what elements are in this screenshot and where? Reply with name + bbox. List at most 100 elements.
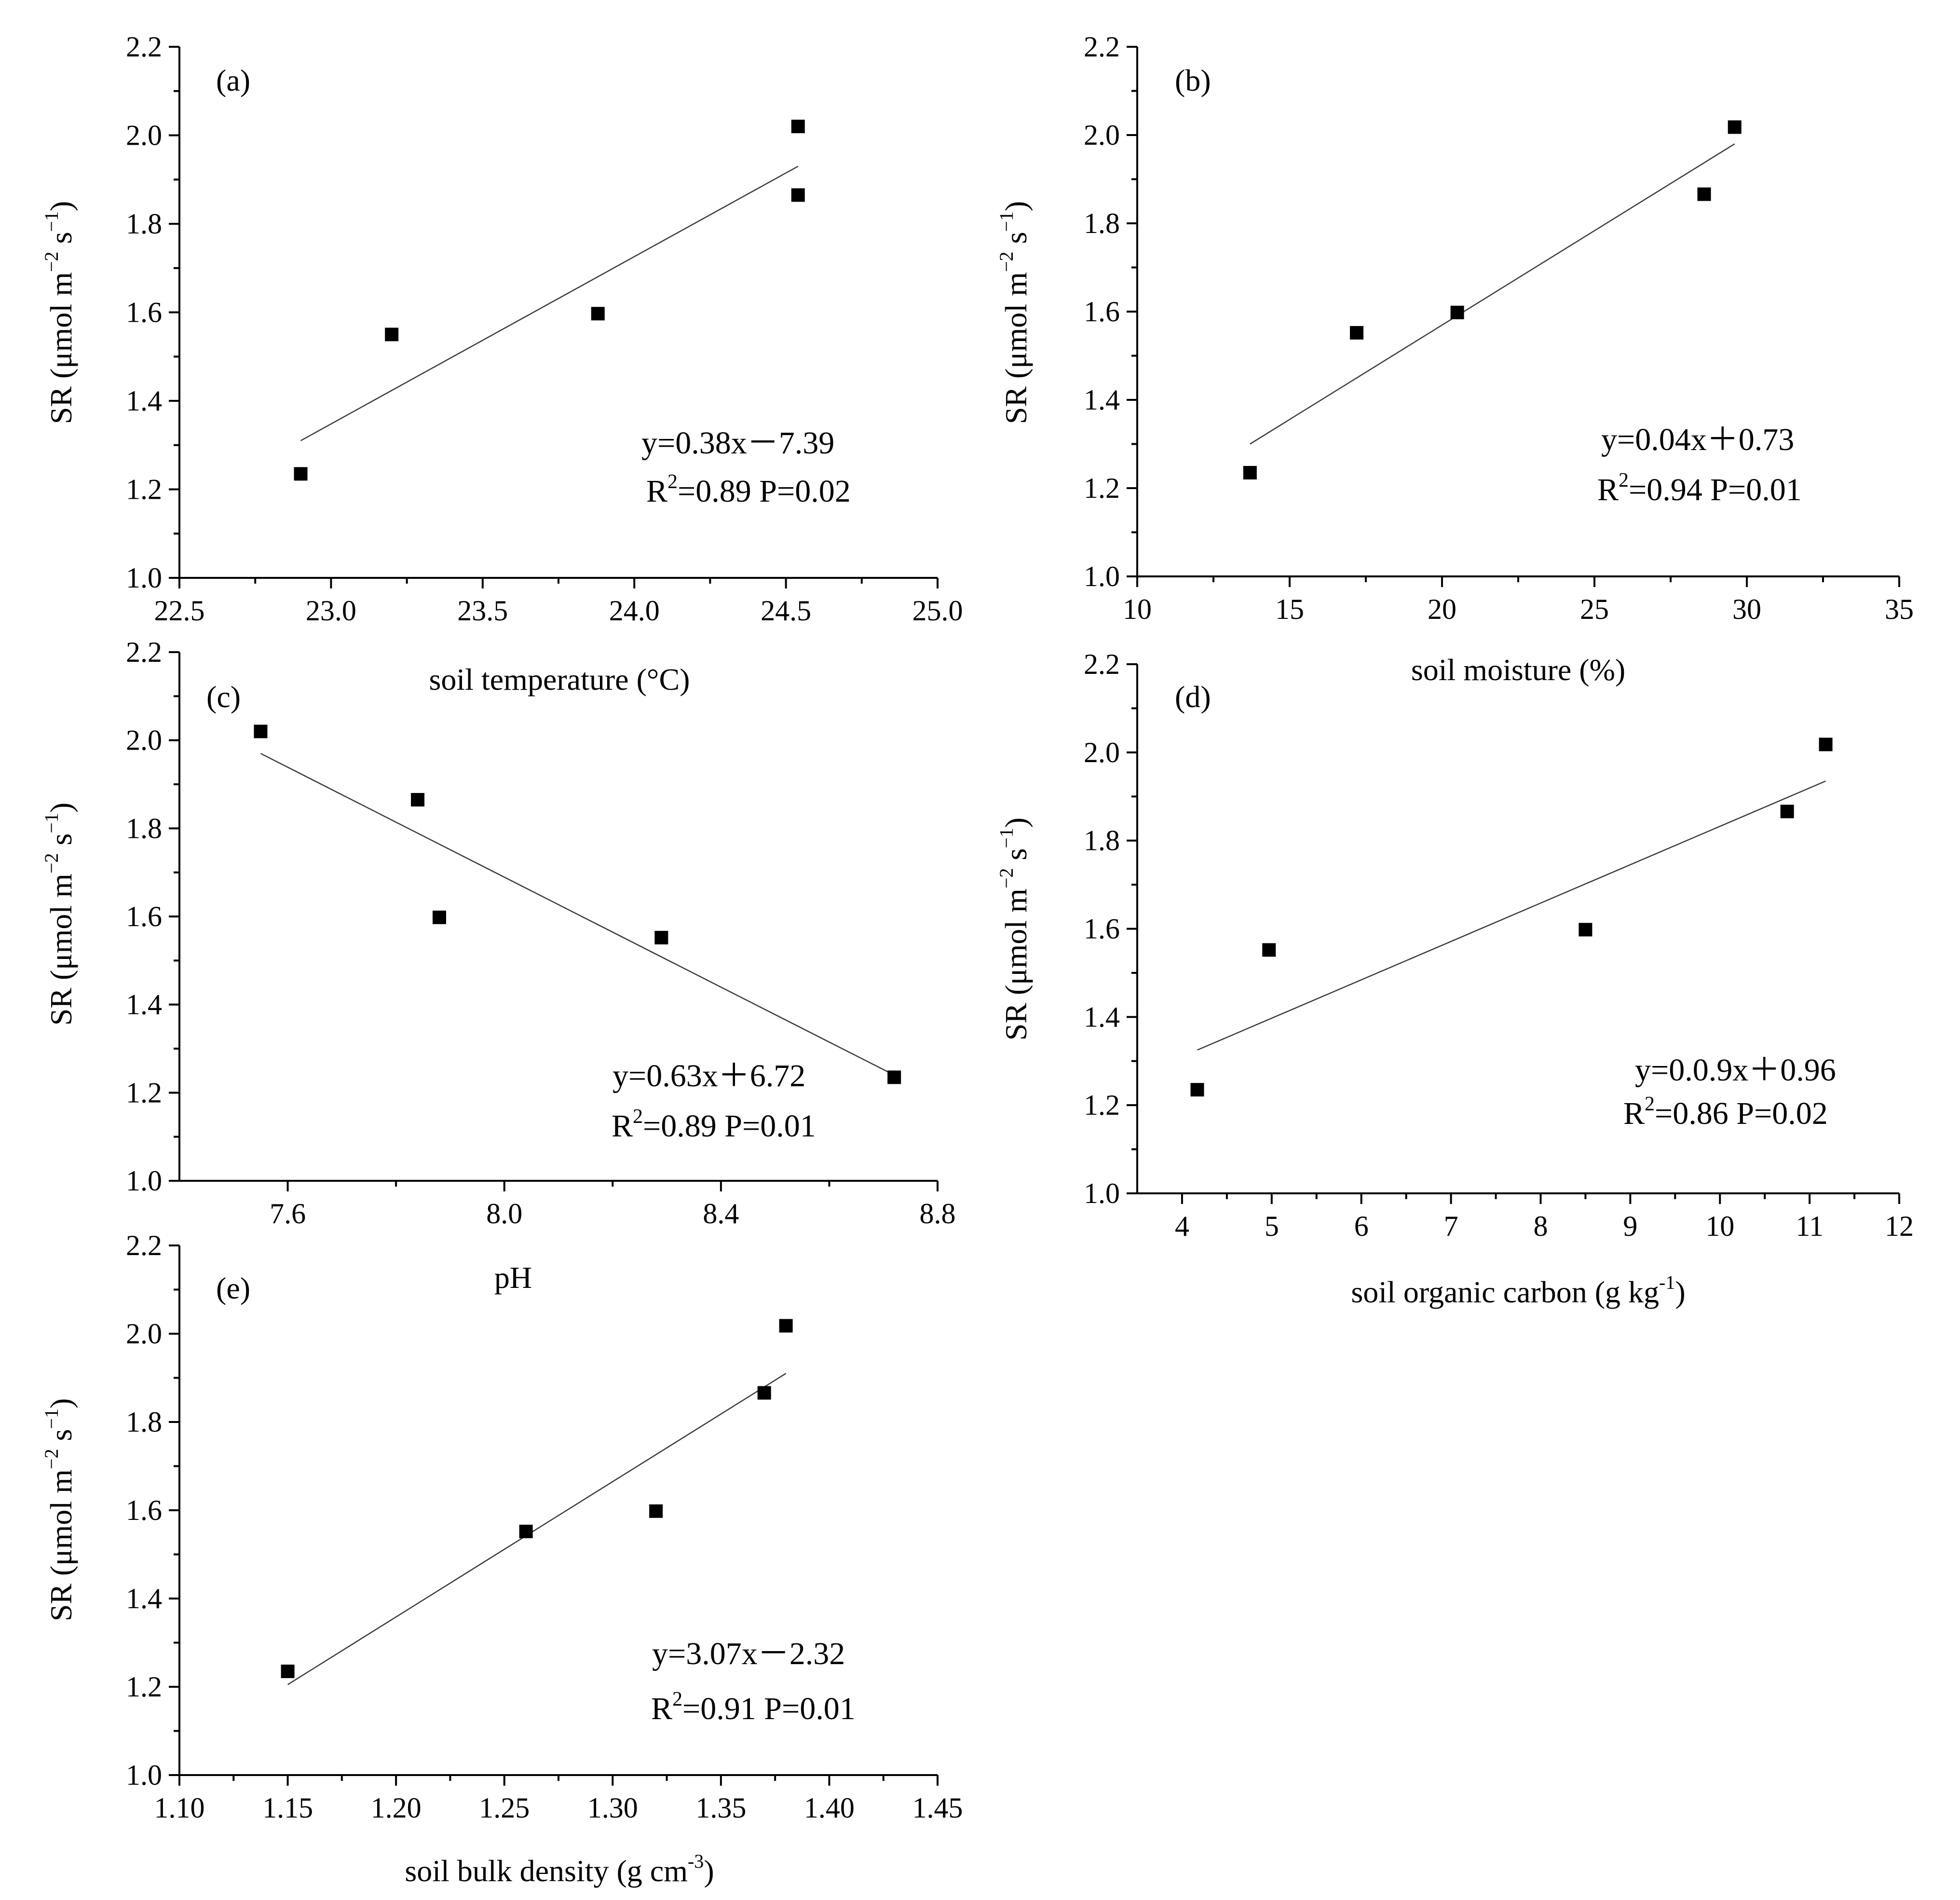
p-value: P=0.01 (1702, 472, 1802, 507)
r2-exponent: 2 (667, 471, 678, 493)
y-axis-title-mid: s (44, 834, 78, 853)
y-axis-title-main: SR (μmol m (44, 874, 78, 1025)
p-value: P=0.01 (717, 1108, 816, 1144)
x-tick-label: 1.40 (804, 1792, 855, 1824)
y-axis-title-exponent: −1 (995, 828, 1017, 848)
data-point (1780, 805, 1794, 819)
r2-exponent: 2 (1619, 469, 1629, 492)
x-tick-label: 8.4 (703, 1198, 739, 1230)
data-point (1262, 943, 1276, 957)
data-point (385, 328, 399, 342)
y-tick-label: 2.0 (126, 1318, 162, 1350)
r2-value: =0.91 (682, 1691, 756, 1726)
data-point (757, 1386, 771, 1400)
r-squared-p-value: R2=0.89 P=0.02 (646, 471, 851, 509)
x-tick-label: 4 (1175, 1210, 1189, 1242)
r-squared-p-value: R2=0.89 P=0.01 (612, 1106, 816, 1144)
y-tick-label: 1.8 (1084, 207, 1120, 239)
y-tick-label: 1.2 (126, 474, 162, 506)
x-tick-label: 1.15 (262, 1792, 313, 1824)
r2-value: =0.89 (643, 1108, 717, 1144)
regression-equation: y=0.0.9x＋0.96 (1635, 1053, 1836, 1088)
y-tick-label: 1.0 (1084, 1177, 1120, 1209)
y-axis-title: SR (μmol m−2 s−1) (41, 201, 78, 424)
x-tick-label: 8 (1533, 1210, 1548, 1242)
y-axis-title-end: ) (44, 1398, 78, 1408)
y-axis-title-exponent: −2 (995, 251, 1017, 272)
x-tick-label: 22.5 (154, 595, 205, 627)
data-point (1819, 738, 1833, 752)
x-tick-label: 8.8 (920, 1198, 956, 1230)
x-tick-label: 5 (1265, 1210, 1279, 1242)
regression-line (300, 165, 799, 441)
panel-e: 1.0 1.2 1.4 1.6 1.8 2.0 2.2 1.10 1.15 1.20 1.25 1.3… (41, 1230, 963, 1888)
y-tick-label: 1.6 (1084, 913, 1120, 945)
x-axis-title: soil bulk density (g cm-3) (405, 1850, 714, 1888)
x-tick-label: 24.0 (609, 595, 660, 627)
x-tick-label: 1.10 (154, 1792, 205, 1824)
panel-a: 1.0 1.2 1.4 1.6 1.8 2.0 2.2 22.5 23.0 23.5 24.0 24.… (41, 31, 963, 697)
y-axis-title: SR (μmol m−2 s−1) (41, 803, 78, 1026)
y-tick-label: 1.6 (126, 901, 162, 932)
data-point (654, 930, 668, 944)
p-value: P=0.01 (756, 1691, 856, 1726)
p-value: P=0.02 (751, 474, 851, 509)
data-point (1190, 1083, 1204, 1097)
x-axis-title-main: soil organic carbon (g kg (1351, 1275, 1659, 1309)
y-axis-title-exponent: −2 (41, 1449, 62, 1469)
panel-label: (c) (206, 680, 241, 714)
r2-prefix: R (646, 474, 667, 509)
r-squared-p-value: R2=0.94 P=0.01 (1597, 469, 1802, 507)
r2-prefix: R (612, 1108, 633, 1144)
y-axis-title-exponent: −2 (41, 251, 62, 272)
y-tick-label: 2.2 (1084, 31, 1120, 63)
panel-label: (a) (216, 63, 250, 97)
data-point (791, 120, 805, 134)
x-axis-title-main: soil bulk density (g cm (405, 1854, 688, 1888)
y-axis-title-exponent: −1 (41, 211, 62, 232)
x-tick-label: 1.20 (371, 1792, 422, 1824)
y-tick-label: 1.4 (126, 989, 162, 1021)
x-tick-label: 25.0 (912, 595, 963, 627)
y-axis-title-exponent: −2 (41, 853, 62, 874)
x-tick-label: 10 (1123, 593, 1152, 625)
data-point (1243, 465, 1257, 479)
x-tick-label: 1.25 (479, 1792, 530, 1824)
x-tick-label: 35 (1885, 593, 1914, 625)
r2-prefix: R (1597, 472, 1619, 507)
y-tick-label: 2.0 (1084, 737, 1120, 768)
x-tick-label: 11 (1796, 1210, 1824, 1242)
data-point (591, 307, 605, 321)
data-point (411, 793, 425, 806)
y-tick-label: 1.4 (126, 385, 162, 417)
x-tick-label: 12 (1885, 1210, 1914, 1242)
y-tick-label: 2.0 (126, 724, 162, 756)
x-tick-label: 30 (1732, 593, 1761, 625)
y-axis-title-exponent: −1 (995, 211, 1017, 232)
x-tick-label: 23.5 (457, 595, 508, 627)
panel-label: (b) (1175, 63, 1211, 97)
x-tick-label: 24.5 (761, 595, 811, 627)
y-axis-title-mid: s (44, 1429, 78, 1449)
data-point (294, 467, 308, 481)
regression-equation: y=3.07x－2.32 (652, 1636, 845, 1671)
panel-b: 1.01.21.41.61.82.02.210 15 20 25 30 35(b)y=0.… (995, 31, 1914, 687)
y-axis-title: SR (μmol m−2 s−1) (995, 201, 1033, 424)
regression-equation: y=0.38x－7.39 (641, 425, 834, 461)
x-tick-label: 8.0 (486, 1198, 522, 1230)
x-tick-label: 1.45 (912, 1792, 963, 1824)
y-tick-label: 1.8 (1084, 825, 1120, 857)
y-tick-label: 2.0 (1084, 119, 1120, 151)
x-axis-title-exponent: -1 (1659, 1271, 1675, 1293)
x-tick-label: 25 (1580, 593, 1609, 625)
data-point (1697, 187, 1711, 201)
r-squared-p-value: R2=0.91 P=0.01 (651, 1688, 856, 1726)
y-axis-title-end: ) (999, 818, 1033, 828)
y-tick-label: 1.6 (1084, 296, 1120, 328)
r-squared-p-value: R2=0.86 P=0.02 (1623, 1093, 1828, 1131)
y-tick-label: 1.6 (126, 297, 162, 328)
r2-exponent: 2 (633, 1106, 643, 1128)
y-axis-title-mid: s (999, 232, 1033, 252)
x-axis-title-end: ) (1675, 1275, 1685, 1309)
